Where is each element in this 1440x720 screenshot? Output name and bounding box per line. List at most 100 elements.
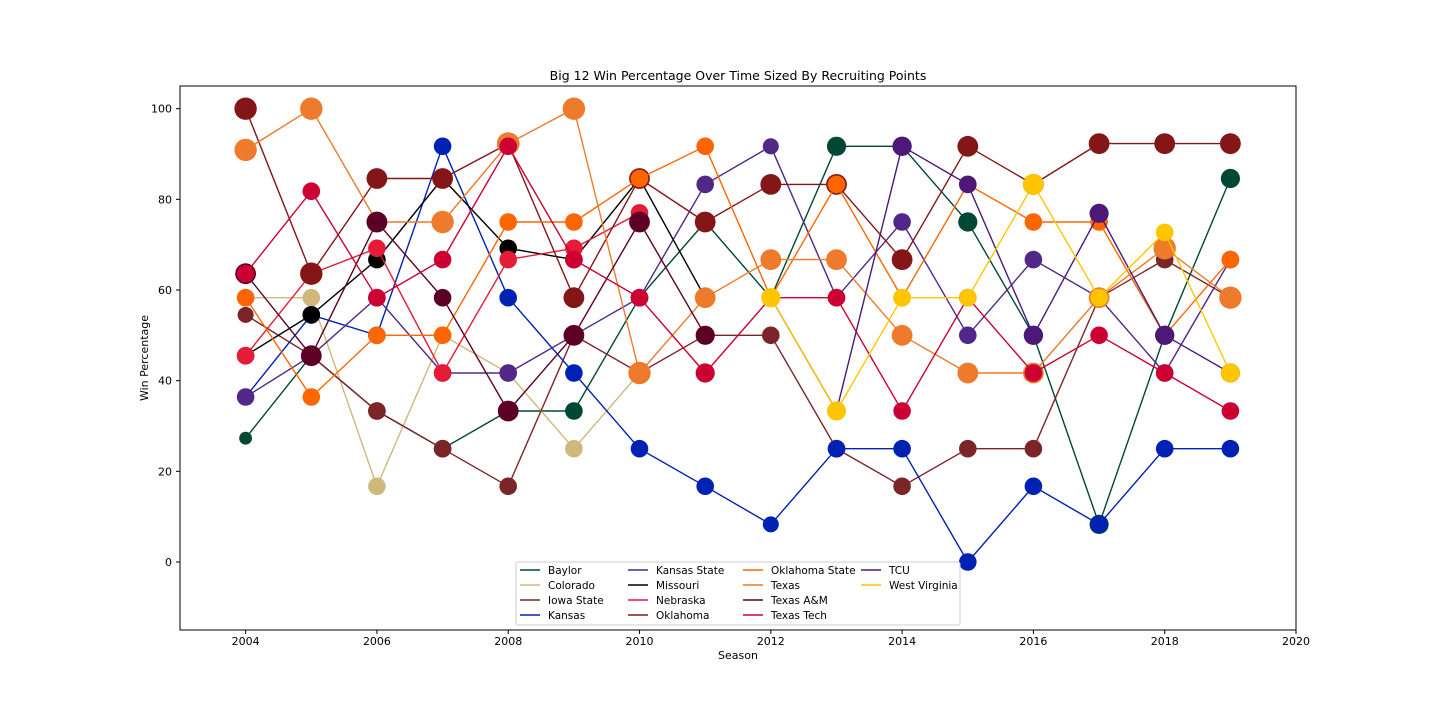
- data-point-tcu: [1089, 203, 1109, 223]
- legend-item-tcu: TCU: [861, 565, 910, 577]
- x-axis-label: Season: [718, 649, 758, 662]
- data-point-oklahoma-state: [1221, 250, 1240, 269]
- data-point-oklahoma-state: [827, 175, 846, 194]
- data-point-texas: [826, 249, 847, 270]
- data-point-nebraska: [368, 239, 386, 258]
- data-point-oklahoma-state: [499, 213, 517, 231]
- data-point-iowa-state: [237, 306, 254, 323]
- series-line-texas-tech: [245, 144, 1231, 413]
- data-point-texas-aandm: [300, 345, 322, 367]
- legend-label: Oklahoma State: [771, 565, 856, 577]
- data-point-texas-tech: [695, 363, 715, 383]
- data-point-kansas-state: [1024, 250, 1043, 269]
- data-point-texas: [1153, 237, 1176, 260]
- data-point-oklahoma-state: [368, 326, 386, 345]
- data-point-iowa-state: [433, 439, 452, 458]
- x-tick-label: 2014: [888, 635, 916, 648]
- data-point-texas: [957, 362, 979, 384]
- data-point-nebraska: [499, 250, 517, 269]
- legend-item-nebraska: Nebraska: [628, 595, 706, 607]
- data-point-oklahoma: [957, 135, 979, 157]
- data-point-texas-tech: [236, 264, 255, 283]
- data-point-baylor: [239, 431, 253, 445]
- data-point-texas-tech: [630, 288, 649, 307]
- legend-item-kansas: Kansas: [520, 610, 585, 622]
- data-point-texas: [628, 361, 651, 385]
- data-point-baylor: [565, 402, 583, 420]
- data-point-iowa-state: [499, 477, 517, 496]
- data-point-baylor: [826, 136, 847, 156]
- series-line-kansas-state: [245, 145, 1232, 398]
- data-point-baylor: [1220, 168, 1240, 189]
- data-point-kansas: [959, 553, 977, 571]
- series-line-oklahoma: [244, 108, 1231, 300]
- chart-title: Big 12 Win Percentage Over Time Sized By…: [550, 68, 927, 83]
- data-point-texas-tech: [1155, 364, 1174, 382]
- data-point-kansas: [893, 439, 911, 458]
- legend-label: Texas A&M: [770, 595, 828, 607]
- data-point-oklahoma-state: [630, 169, 649, 188]
- data-point-tcu: [1155, 325, 1175, 345]
- data-point-texas-aandm: [695, 325, 715, 345]
- data-point-kansas-state: [236, 388, 255, 406]
- data-point-texas-aandm: [497, 400, 519, 422]
- legend-item-oklahoma-state: Oklahoma State: [743, 565, 856, 577]
- data-point-oklahoma: [300, 262, 323, 285]
- data-point-texas: [760, 249, 782, 270]
- data-point-texas-tech: [893, 402, 911, 420]
- data-point-texas-tech: [433, 250, 452, 269]
- x-tick-label: 2006: [363, 635, 391, 648]
- data-point-kansas-state: [762, 138, 779, 155]
- data-point-iowa-state: [1024, 439, 1043, 458]
- series-line-kansas: [245, 144, 1231, 564]
- data-point-baylor: [958, 212, 978, 232]
- x-tick-label: 2012: [757, 635, 785, 648]
- data-point-texas-tech: [1221, 402, 1240, 420]
- data-point-texas: [1219, 286, 1242, 309]
- data-point-texas-aandm: [629, 211, 650, 233]
- legend-label: Kansas: [548, 610, 585, 622]
- series-iowa-state: [237, 250, 1240, 496]
- data-point-tcu: [1023, 325, 1043, 345]
- data-point-kansas-state: [696, 175, 714, 194]
- data-point-texas: [431, 210, 454, 234]
- x-tick-label: 2020: [1282, 635, 1310, 648]
- data-point-kansas: [630, 439, 649, 458]
- data-point-west-virginia: [761, 288, 781, 308]
- data-point-texas-aandm: [366, 211, 388, 233]
- data-point-texas-aandm: [433, 288, 452, 307]
- data-point-oklahoma: [694, 211, 716, 233]
- data-point-oklahoma: [891, 249, 913, 270]
- series-line-missouri: [245, 177, 706, 357]
- data-point-oklahoma-state: [565, 213, 583, 231]
- data-point-texas-tech: [827, 288, 846, 307]
- data-point-oklahoma: [366, 168, 388, 189]
- data-point-texas-tech: [499, 137, 517, 156]
- data-point-oklahoma: [563, 287, 585, 309]
- data-point-texas-tech: [302, 182, 321, 200]
- legend-item-texas-tech: Texas Tech: [743, 610, 827, 622]
- data-point-colorado: [368, 477, 386, 496]
- legend-item-baylor: Baylor: [520, 565, 582, 577]
- legend-label: Texas Tech: [770, 610, 827, 622]
- data-point-iowa-state: [368, 402, 386, 420]
- legend-item-iowa-state: Iowa State: [520, 595, 604, 607]
- legend-label: Missouri: [656, 580, 699, 592]
- axes-layer: 2004 2006 2008 2010 2012 2014 2016 2018 2020 0 20 4…: [151, 103, 1310, 648]
- legend-label: Oklahoma: [656, 610, 709, 622]
- data-point-kansas: [1221, 439, 1240, 458]
- data-point-texas-tech: [565, 250, 583, 269]
- legend-label: TCU: [888, 565, 910, 577]
- data-point-west-virginia: [959, 288, 977, 307]
- legend-item-missouri: Missouri: [628, 580, 699, 592]
- x-tick-label: 2008: [494, 635, 522, 648]
- data-point-kansas: [827, 439, 846, 458]
- data-point-west-virginia: [893, 288, 911, 307]
- legend-label: Iowa State: [548, 595, 604, 607]
- data-point-oklahoma: [1088, 133, 1110, 155]
- legend-item-colorado: Colorado: [520, 580, 595, 592]
- y-tick-label: 20: [158, 465, 172, 478]
- data-point-texas: [234, 138, 257, 162]
- data-point-iowa-state: [762, 326, 780, 345]
- legend-item-oklahoma: Oklahoma: [628, 610, 709, 622]
